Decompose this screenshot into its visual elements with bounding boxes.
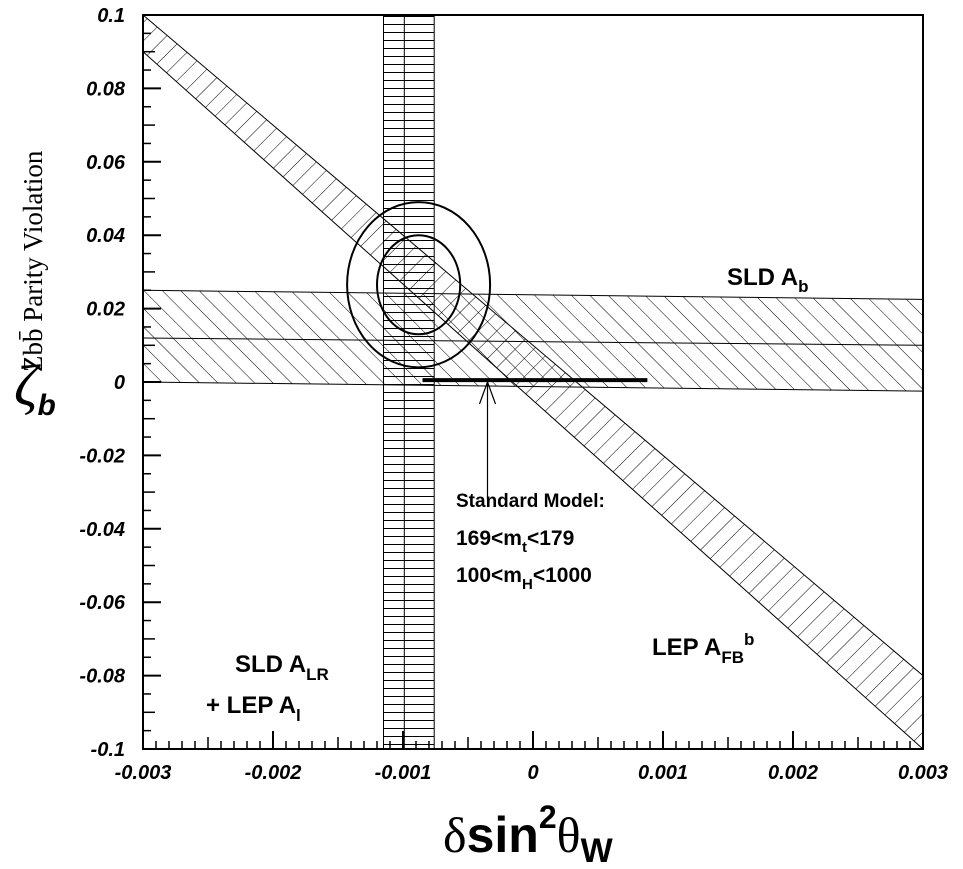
label-lep-afb: LEP AFBb bbox=[652, 630, 754, 667]
x-tick-label: -0.003 bbox=[115, 762, 172, 784]
band-sld-ab-center bbox=[143, 337, 923, 346]
label-standard-model: Standard Model: bbox=[456, 491, 605, 512]
y-tick-label: 0.08 bbox=[86, 78, 126, 100]
label-lep-al: + LEP Al bbox=[206, 692, 301, 725]
y-tick-label: -0.04 bbox=[79, 519, 125, 541]
label-sld-ab: SLD Ab bbox=[727, 264, 809, 296]
x-axis: -0.003 -0.002 -0.001 0 0.001 0.002 0.003 bbox=[115, 731, 948, 784]
contour-inner bbox=[376, 234, 462, 336]
y-tick-label: 0.1 bbox=[97, 5, 125, 27]
y-axis-label: ζb bbox=[14, 353, 56, 422]
x-axis-label: δsin2θW bbox=[443, 799, 614, 869]
y-tick-label: 0.04 bbox=[86, 225, 125, 247]
y-axis: 0.1 0.08 0.06 0.04 0.02 0 -0.02 -0.04 -0.06 -0.08… bbox=[79, 5, 161, 761]
y-tick-label: -0.1 bbox=[91, 739, 125, 761]
contour-outer bbox=[346, 201, 492, 369]
x-tick-label: -0.001 bbox=[375, 762, 432, 784]
band-sld-ab bbox=[143, 289, 923, 392]
standard-model-arrow-head bbox=[478, 380, 497, 405]
x-tick-label: 0.003 bbox=[898, 762, 948, 784]
y-tick-label: -0.06 bbox=[79, 592, 125, 614]
label-mt-range: 169<mt<179 bbox=[456, 527, 574, 556]
y-axis-label-secondary: Zbb̄ Parity Violation bbox=[18, 150, 48, 372]
x-tick-label: 0.002 bbox=[768, 762, 818, 784]
x-tick-label: -0.002 bbox=[245, 762, 302, 784]
x-tick-label: 0.001 bbox=[638, 762, 688, 784]
y-tick-label: 0 bbox=[114, 372, 125, 394]
x-tick-label: 0 bbox=[527, 762, 538, 784]
label-mh-range: 100<mH<1000 bbox=[456, 564, 592, 593]
y-tick-label: 0.06 bbox=[86, 152, 126, 174]
y-tick-label: 0.02 bbox=[86, 299, 125, 321]
y-tick-label: -0.08 bbox=[79, 666, 125, 688]
label-sld-alr: SLD ALR bbox=[235, 651, 329, 684]
y-tick-label: -0.02 bbox=[79, 445, 125, 467]
